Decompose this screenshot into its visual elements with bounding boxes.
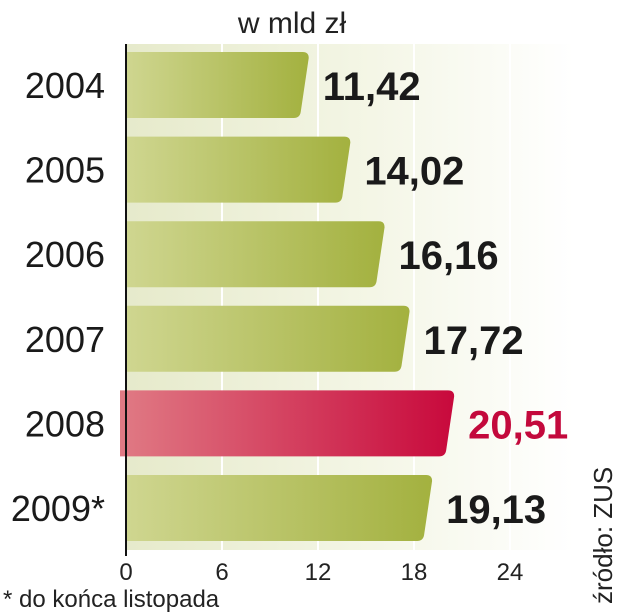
bar-2004 bbox=[126, 52, 309, 118]
x-tick-label: 18 bbox=[401, 559, 428, 586]
x-tick-labels: 0 6 12 18 24 bbox=[119, 559, 523, 586]
gridlines bbox=[221, 44, 511, 556]
x-tick-label: 0 bbox=[119, 559, 132, 586]
value-label: 17,72 bbox=[424, 319, 524, 363]
plot-background bbox=[126, 44, 574, 550]
value-label: 19,13 bbox=[446, 488, 546, 532]
category-label: 2006 bbox=[25, 234, 105, 275]
value-label: 20,51 bbox=[468, 403, 568, 447]
bar-2007 bbox=[126, 305, 410, 372]
category-label: 2007 bbox=[25, 319, 105, 360]
category-labels: 2004 2005 2006 2007 2008 2009* bbox=[11, 65, 105, 529]
x-tick-label: 12 bbox=[305, 559, 332, 586]
bar-2006 bbox=[126, 221, 385, 288]
unit-label: w mld zł bbox=[237, 7, 347, 40]
value-label: 11,42 bbox=[323, 65, 421, 109]
category-label: 2009* bbox=[11, 488, 105, 529]
bar-2005 bbox=[126, 136, 351, 203]
bar-2008 bbox=[120, 390, 455, 457]
value-label: 14,02 bbox=[364, 150, 464, 194]
value-label: 16,16 bbox=[399, 234, 499, 278]
category-label: 2005 bbox=[25, 150, 105, 191]
source-label: źródło: ZUS bbox=[588, 467, 618, 604]
value-labels: 11,42 14,02 16,16 17,72 20,51 19,13 bbox=[323, 65, 569, 532]
x-tick-label: 6 bbox=[215, 559, 228, 586]
category-label: 2008 bbox=[25, 403, 105, 444]
x-tick-label: 24 bbox=[497, 559, 524, 586]
bar-2009* bbox=[126, 475, 433, 541]
category-label: 2004 bbox=[25, 65, 105, 106]
footnote: * do końca listopada bbox=[3, 586, 220, 613]
bars bbox=[120, 52, 455, 541]
